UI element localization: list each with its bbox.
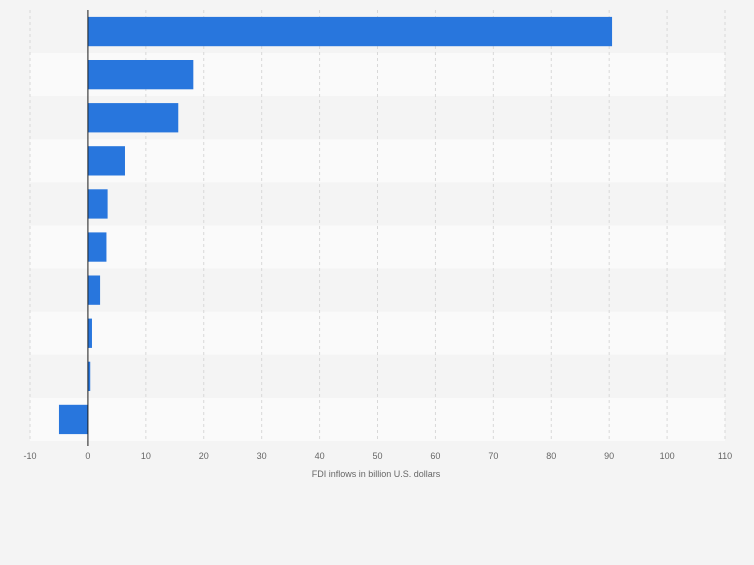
x-tick-label: 60 — [430, 451, 440, 461]
x-axis-title: FDI inflows in billion U.S. dollars — [312, 469, 441, 479]
bar — [87, 275, 101, 305]
bar — [87, 189, 108, 219]
x-tick-label: 50 — [372, 451, 382, 461]
x-tick-label: 70 — [488, 451, 498, 461]
bar — [87, 318, 92, 348]
x-tick-label: 110 — [718, 451, 732, 461]
bar — [87, 59, 194, 90]
bar — [87, 361, 91, 392]
x-tick-label: 100 — [660, 451, 675, 461]
x-tick-label: 0 — [85, 451, 90, 461]
x-tick-label: -10 — [23, 451, 36, 461]
bar — [87, 103, 179, 133]
x-tick-label: 90 — [604, 451, 614, 461]
x-tick-label: 30 — [257, 451, 267, 461]
bar-series — [58, 16, 613, 435]
x-axis-tick-labels: -10 0 10 20 30 40 50 60 70 80 90 100 110 — [23, 451, 732, 461]
bar — [87, 146, 125, 176]
bar — [87, 16, 613, 47]
bar — [87, 232, 107, 262]
x-tick-label: 20 — [199, 451, 209, 461]
bar — [58, 404, 88, 435]
x-tick-label: 40 — [315, 451, 325, 461]
x-tick-label: 80 — [546, 451, 556, 461]
x-tick-label: 10 — [141, 451, 151, 461]
